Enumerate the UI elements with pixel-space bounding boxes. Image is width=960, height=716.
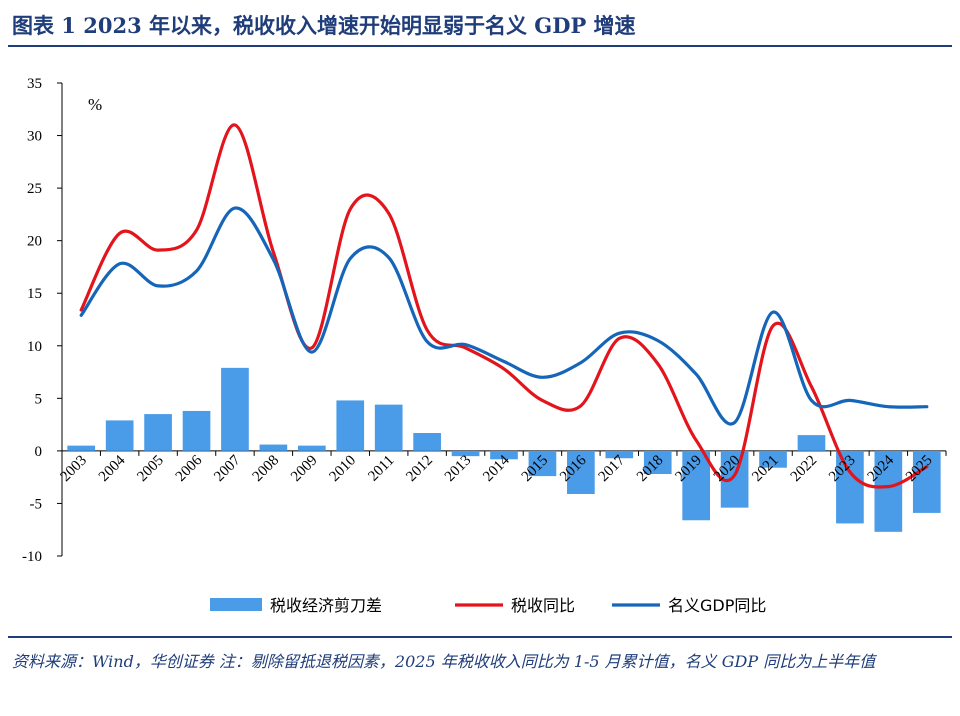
bar-2022 <box>797 435 826 451</box>
x-tick-label-2005: 2005 <box>134 452 167 485</box>
x-tick-label-2012: 2012 <box>403 452 436 485</box>
y-tick-label: 0 <box>35 444 43 460</box>
x-tick-label-2010: 2010 <box>327 452 360 485</box>
figure-header: 图表 1 2023 年以来，税收收入增速开始明显弱于名义 GDP 增速 <box>8 8 952 48</box>
title-divider <box>8 45 952 47</box>
bar-2014 <box>490 450 518 460</box>
bar-2012 <box>413 433 441 451</box>
line-tax-yoy <box>79 123 929 489</box>
bar-series-scissors <box>67 367 941 532</box>
x-tick-label-2004: 2004 <box>96 452 129 485</box>
line-nominal-gdp-yoy <box>79 206 929 426</box>
y-tick-label: 25 <box>27 181 42 197</box>
x-axis-labels: 2003 2004 2005 2006 2007 2008 2009 2010 2011 2012… <box>58 452 936 485</box>
y-unit-label: % <box>88 95 102 114</box>
x-tick-label-2009: 2009 <box>288 452 321 485</box>
bar-2019 <box>682 450 711 521</box>
bar-2009 <box>297 445 326 451</box>
bar-2021 <box>759 450 787 468</box>
bar-2004 <box>105 420 134 451</box>
bar-2006 <box>182 410 211 451</box>
bar-2016 <box>567 450 595 494</box>
bar-2025 <box>912 450 941 513</box>
bar-2024 <box>874 450 903 532</box>
bar-2017 <box>605 450 634 459</box>
y-tick-label: 20 <box>27 234 42 250</box>
y-tick-label: 5 <box>35 391 43 407</box>
source-note: 资料来源：Wind，华创证券 注：剔除留抵退税因素，2025 年税收收入同比为 … <box>12 652 876 671</box>
legend-item-tax-yoy-label: 税收同比 <box>511 596 575 615</box>
y-tick-label: 10 <box>27 339 42 355</box>
bar-2015 <box>528 450 557 477</box>
line-series <box>79 123 929 489</box>
legend-item-scissors-label: 税收经济剪刀差 <box>270 596 382 615</box>
bar-2013 <box>451 450 480 457</box>
legend-item-scissors-swatch <box>210 598 262 611</box>
x-tick-label-2006: 2006 <box>173 452 206 485</box>
y-tick-label: 15 <box>27 286 42 302</box>
x-tick-label-2008: 2008 <box>250 452 283 485</box>
bar-2003 <box>67 445 96 451</box>
figure-title: 图表 1 2023 年以来，税收收入增速开始明显弱于名义 GDP 增速 <box>12 13 636 38</box>
x-tick-label-2007: 2007 <box>211 452 244 485</box>
x-tick-label-2022: 2022 <box>788 452 821 485</box>
chart-legend: 税收经济剪刀差 税收同比 名义GDP同比 <box>210 596 766 615</box>
chart-axes: -10 -5 0 5 10 15 20 25 30 35 <box>22 76 947 565</box>
bar-2011 <box>374 404 403 451</box>
legend-item-gdp-yoy-label: 名义GDP同比 <box>668 596 766 615</box>
bar-2018 <box>643 450 672 475</box>
x-tick-label-2013: 2013 <box>442 452 475 485</box>
bar-2023 <box>836 450 864 524</box>
footer-divider <box>8 636 952 638</box>
bar-2005 <box>144 414 172 451</box>
bar-2010 <box>336 400 365 451</box>
chart: -10 -5 0 5 10 15 20 25 30 35 2003 2004 2005 2006 2007… <box>22 76 947 615</box>
y-tick-label: 30 <box>27 129 42 145</box>
y-tick-label: 35 <box>27 76 42 92</box>
x-tick-label-2011: 2011 <box>365 452 397 484</box>
y-tick-label: -10 <box>22 549 42 565</box>
bar-2008 <box>259 444 288 451</box>
y-tick-label: -5 <box>30 496 43 512</box>
bar-2007 <box>221 367 249 451</box>
